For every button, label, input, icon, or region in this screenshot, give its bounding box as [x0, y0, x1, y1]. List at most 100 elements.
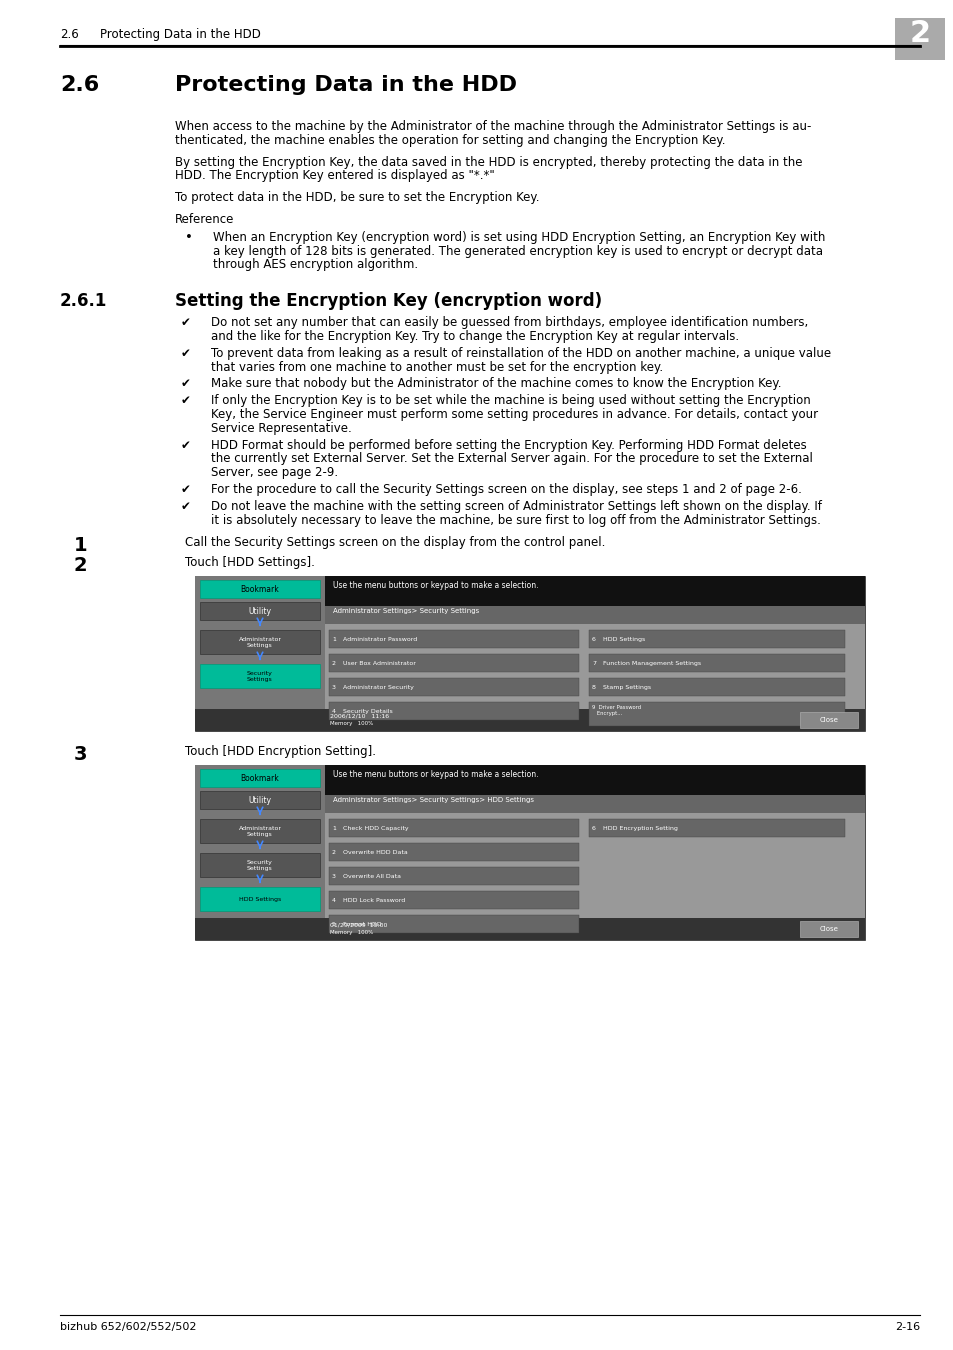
- Text: HDD Encryption Setting: HDD Encryption Setting: [602, 826, 678, 830]
- Text: When access to the machine by the Administrator of the machine through the Admin: When access to the machine by the Admini…: [174, 120, 810, 134]
- Bar: [194, 765, 864, 795]
- Bar: [325, 606, 864, 625]
- Text: Memory   100%: Memory 100%: [330, 721, 373, 726]
- Text: Administrator
Settings: Administrator Settings: [238, 637, 281, 648]
- Text: For the procedure to call the Security Settings screen on the display, see steps: For the procedure to call the Security S…: [211, 483, 801, 495]
- Text: 8: 8: [592, 684, 596, 690]
- Text: Reference: Reference: [174, 213, 234, 225]
- Bar: [194, 765, 864, 941]
- Bar: [588, 679, 844, 697]
- Text: Memory   100%: Memory 100%: [330, 930, 373, 936]
- Bar: [588, 630, 844, 648]
- Text: Bookmark: Bookmark: [240, 774, 279, 783]
- Bar: [329, 630, 578, 648]
- Text: Service Representative.: Service Representative.: [211, 421, 352, 435]
- Text: ✔: ✔: [181, 378, 191, 390]
- Bar: [200, 580, 319, 598]
- Text: When an Encryption Key (encryption word) is set using HDD Encryption Setting, an: When an Encryption Key (encryption word)…: [213, 231, 824, 244]
- Bar: [329, 702, 578, 721]
- Text: Key, the Service Engineer must perform some setting procedures in advance. For d: Key, the Service Engineer must perform s…: [211, 408, 818, 421]
- Text: 3: 3: [332, 684, 335, 690]
- Text: a key length of 128 bits is generated. The generated encryption key is used to e: a key length of 128 bits is generated. T…: [213, 244, 822, 258]
- Bar: [194, 918, 864, 941]
- Text: To prevent data from leaking as a result of reinstallation of the HDD on another: To prevent data from leaking as a result…: [211, 347, 830, 360]
- Bar: [329, 915, 578, 933]
- Text: Bookmark: Bookmark: [240, 585, 279, 594]
- Bar: [194, 709, 864, 732]
- Text: Protecting Data in the HDD: Protecting Data in the HDD: [174, 76, 517, 95]
- Text: Security
Settings: Security Settings: [247, 860, 273, 871]
- Text: Overwrite HDD Data: Overwrite HDD Data: [343, 850, 407, 855]
- Text: Administrator
Settings: Administrator Settings: [238, 826, 281, 837]
- Text: By setting the Encryption Key, the data saved in the HDD is encrypted, thereby p: By setting the Encryption Key, the data …: [174, 155, 801, 169]
- Text: 2: 2: [332, 662, 335, 666]
- Text: ✔: ✔: [181, 316, 191, 329]
- Text: ✔: ✔: [181, 347, 191, 360]
- Text: Stamp Settings: Stamp Settings: [602, 684, 651, 690]
- Text: Utility: Utility: [248, 608, 272, 616]
- Text: •: •: [185, 231, 193, 244]
- Text: HDD Settings: HDD Settings: [238, 896, 281, 902]
- Text: thenticated, the machine enables the operation for setting and changing the Encr: thenticated, the machine enables the ope…: [174, 134, 724, 147]
- Bar: [200, 887, 319, 911]
- Text: that varies from one machine to another must be set for the encryption key.: that varies from one machine to another …: [211, 360, 662, 374]
- Bar: [588, 702, 844, 726]
- Text: Touch [HDD Encryption Setting].: Touch [HDD Encryption Setting].: [185, 745, 375, 759]
- Text: Function Management Settings: Function Management Settings: [602, 662, 700, 666]
- Text: Close: Close: [819, 926, 838, 933]
- Bar: [329, 868, 578, 886]
- Text: Call the Security Settings screen on the display from the control panel.: Call the Security Settings screen on the…: [185, 536, 605, 549]
- Text: bizhub 652/602/552/502: bizhub 652/602/552/502: [60, 1322, 196, 1332]
- Text: it is absolutely necessary to leave the machine, be sure first to log off from t: it is absolutely necessary to leave the …: [211, 513, 820, 526]
- Text: User Box Administrator: User Box Administrator: [343, 662, 416, 666]
- Text: Do not leave the machine with the setting screen of Administrator Settings left : Do not leave the machine with the settin…: [211, 500, 821, 513]
- Text: 2-16: 2-16: [894, 1322, 919, 1332]
- Text: Administrator Security: Administrator Security: [343, 684, 414, 690]
- Bar: [194, 576, 325, 732]
- Bar: [588, 819, 844, 837]
- Bar: [329, 679, 578, 697]
- Bar: [325, 795, 864, 814]
- Text: Overwrite All Data: Overwrite All Data: [343, 873, 400, 879]
- Text: ✔: ✔: [181, 500, 191, 513]
- Bar: [329, 891, 578, 910]
- Text: 2.6.1: 2.6.1: [60, 292, 108, 311]
- Text: HDD Settings: HDD Settings: [602, 637, 644, 641]
- Text: and the like for the Encryption Key. Try to change the Encryption Key at regular: and the like for the Encryption Key. Try…: [211, 329, 739, 343]
- Bar: [200, 664, 319, 689]
- Text: 4: 4: [332, 898, 335, 903]
- Bar: [329, 655, 578, 672]
- Text: Check HDD Capacity: Check HDD Capacity: [343, 826, 408, 830]
- Text: 3: 3: [332, 873, 335, 879]
- Text: Do not set any number that can easily be guessed from birthdays, employee identi: Do not set any number that can easily be…: [211, 316, 807, 329]
- Text: Use the menu buttons or keypad to make a selection.: Use the menu buttons or keypad to make a…: [333, 582, 537, 590]
- Text: 1: 1: [332, 637, 335, 641]
- Bar: [329, 844, 578, 861]
- Text: 2.6: 2.6: [60, 76, 99, 95]
- Bar: [200, 791, 319, 810]
- Bar: [194, 765, 325, 941]
- Text: 2: 2: [74, 556, 88, 575]
- Text: If only the Encryption Key is to be set while the machine is being used without : If only the Encryption Key is to be set …: [211, 394, 810, 408]
- Bar: [194, 576, 864, 732]
- Text: 7: 7: [592, 662, 596, 666]
- Bar: [588, 655, 844, 672]
- Text: ✔: ✔: [181, 394, 191, 408]
- Bar: [200, 853, 319, 878]
- Text: Format HDD: Format HDD: [343, 922, 381, 927]
- Text: Setting the Encryption Key (encryption word): Setting the Encryption Key (encryption w…: [174, 292, 601, 311]
- Text: Server, see page 2-9.: Server, see page 2-9.: [211, 466, 337, 479]
- Text: 6: 6: [592, 637, 596, 641]
- Text: 2: 2: [332, 850, 335, 855]
- Text: HDD Lock Password: HDD Lock Password: [343, 898, 405, 903]
- Bar: [200, 630, 319, 655]
- Text: 5: 5: [332, 922, 335, 927]
- Text: ✔: ✔: [181, 483, 191, 495]
- Text: 01/29/2009  15:00: 01/29/2009 15:00: [330, 922, 387, 927]
- Text: 2006/12/10   11:16: 2006/12/10 11:16: [330, 713, 389, 718]
- Text: Use the menu buttons or keypad to make a selection.: Use the menu buttons or keypad to make a…: [333, 771, 537, 779]
- Text: Administrator Password: Administrator Password: [343, 637, 416, 641]
- Text: 9  Driver Password
   Encrypt...: 9 Driver Password Encrypt...: [592, 706, 640, 717]
- Bar: [894, 18, 944, 59]
- Text: 3: 3: [74, 745, 88, 764]
